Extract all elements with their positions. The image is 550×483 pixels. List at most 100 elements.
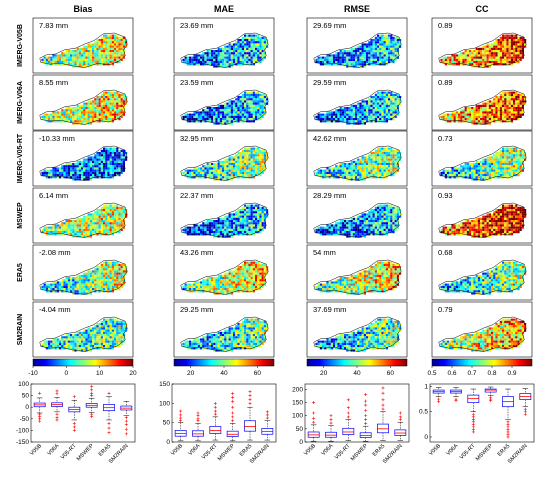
map-cell xyxy=(107,272,110,275)
map-cell xyxy=(379,98,382,101)
map-cell xyxy=(186,113,189,116)
map-cell xyxy=(392,149,395,152)
map-cell xyxy=(217,338,220,341)
map-cell xyxy=(222,122,225,125)
map-cell xyxy=(363,47,366,50)
map-cell xyxy=(222,231,225,234)
map-cell xyxy=(67,279,70,282)
map-cell xyxy=(246,217,249,220)
map-cell xyxy=(96,41,99,44)
map-cell xyxy=(359,104,362,107)
map-cell xyxy=(81,336,84,339)
map-cell xyxy=(83,215,86,218)
map-cell xyxy=(248,52,251,55)
map-cell xyxy=(363,156,366,159)
map-cell xyxy=(244,169,247,172)
map-cell xyxy=(244,323,247,326)
map-cell xyxy=(233,345,236,348)
map-cell xyxy=(45,120,48,123)
map-cell xyxy=(361,111,364,114)
map-cell xyxy=(396,156,399,159)
map-cell xyxy=(261,270,264,273)
map-cell xyxy=(237,217,240,220)
map-cell xyxy=(103,338,106,341)
map-cell xyxy=(107,167,110,170)
map-cell xyxy=(116,152,119,155)
map-cell xyxy=(259,226,262,229)
map-cell xyxy=(252,231,255,234)
map-cell xyxy=(100,336,103,339)
map-cell xyxy=(70,58,73,61)
map-cell xyxy=(206,113,209,116)
map-cell xyxy=(235,169,238,172)
map-cell xyxy=(383,36,386,39)
map-cell xyxy=(244,209,247,212)
map-cell xyxy=(78,165,81,168)
map-cell xyxy=(94,113,97,116)
map-cell xyxy=(235,45,238,48)
map-cell xyxy=(217,231,220,234)
map-cell xyxy=(246,93,249,96)
map-cell xyxy=(263,338,266,341)
map-cell xyxy=(213,113,216,116)
map-cell xyxy=(83,174,86,177)
map-cell xyxy=(246,54,249,57)
map-cell xyxy=(366,104,369,107)
map-cell xyxy=(202,288,205,291)
map-cell xyxy=(348,58,351,61)
map-cell xyxy=(116,93,119,96)
map-cell xyxy=(241,163,244,166)
map-cell xyxy=(65,285,68,288)
map-cell xyxy=(118,118,121,121)
map-cell xyxy=(261,54,264,57)
map-cell xyxy=(241,222,244,225)
map-cell xyxy=(78,167,81,170)
map-cell xyxy=(56,113,59,116)
map-cell xyxy=(63,118,66,121)
map-cell xyxy=(56,228,59,231)
map-cell xyxy=(241,263,244,266)
map-cell xyxy=(59,169,62,172)
map-cell xyxy=(246,320,249,323)
map-cell xyxy=(89,331,92,334)
map-cell xyxy=(352,160,355,163)
map-cell xyxy=(230,63,233,66)
map-cell xyxy=(107,174,110,177)
map-cell xyxy=(105,163,108,166)
map-cell xyxy=(100,231,103,234)
map-cell xyxy=(83,331,86,334)
map-cell xyxy=(239,52,242,55)
map-cell xyxy=(228,345,231,348)
map-cell xyxy=(230,220,233,223)
map-cell xyxy=(248,290,251,293)
map-cell xyxy=(87,226,90,229)
map-cell xyxy=(224,176,227,179)
map-cell xyxy=(244,58,247,61)
map-cell xyxy=(248,56,251,59)
map-cell xyxy=(107,338,110,341)
map-cell xyxy=(94,41,97,44)
map-cell xyxy=(248,96,251,99)
map-cell xyxy=(208,222,211,225)
map-cell xyxy=(114,109,117,112)
map-cell xyxy=(226,231,229,234)
map-cell xyxy=(224,158,227,161)
map-cell xyxy=(92,279,95,282)
map-cell xyxy=(78,342,81,345)
map-cell xyxy=(226,109,229,112)
map-panel: 6.14 mm xyxy=(32,187,134,244)
map-cell xyxy=(120,226,123,229)
map-cell xyxy=(355,118,358,121)
map-cell xyxy=(120,163,123,166)
map-cell xyxy=(65,169,68,172)
map-cell xyxy=(202,285,205,288)
map-cell xyxy=(89,169,92,172)
map-cell xyxy=(200,115,203,118)
map-cell xyxy=(228,231,231,234)
map-cell xyxy=(348,54,351,57)
map-cell xyxy=(74,109,77,112)
map-cell xyxy=(233,107,236,110)
map-cell xyxy=(186,345,189,348)
map-cell xyxy=(54,63,57,66)
map-cell xyxy=(92,52,95,55)
